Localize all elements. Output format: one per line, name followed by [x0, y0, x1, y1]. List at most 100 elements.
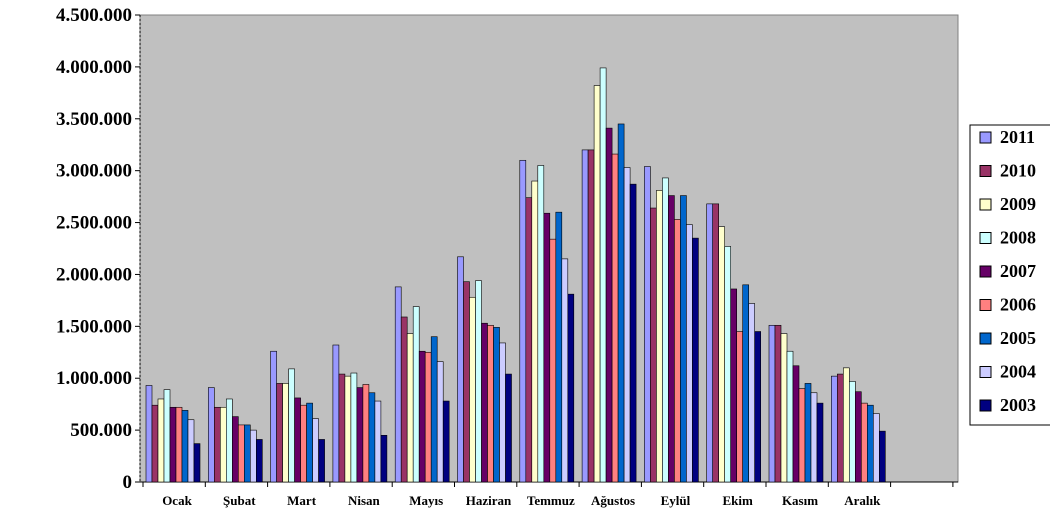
x-tick-label: Aralık	[844, 493, 881, 508]
y-tick-label: 1.500.000	[56, 316, 132, 337]
bar-2009-0	[157, 398, 165, 483]
x-axis: Ocak Şubat Mart Nisan Mayıs Haziran Temmuz Ağus…	[142, 482, 954, 508]
bar-2010-0	[151, 404, 159, 483]
x-tick-label: Temmuz	[527, 493, 575, 508]
y-tick-label: 500.000	[70, 420, 132, 441]
y-tick-label: 3.500.000	[56, 109, 132, 130]
bar-2007-3	[356, 387, 364, 483]
bar-2011-5	[457, 256, 464, 483]
legend-swatch-2008	[979, 232, 992, 244]
x-tick-label: Şubat	[223, 493, 256, 508]
bar-2005-5	[493, 327, 500, 483]
bar-2011-7	[581, 149, 589, 483]
bar-2011-10	[768, 324, 776, 483]
legend-label-2005: 2005	[1000, 328, 1036, 348]
bar-2004-4	[436, 361, 444, 483]
bar-2003-0	[193, 443, 201, 483]
bar-2009-3	[344, 375, 352, 483]
bar-2005-8	[680, 195, 687, 483]
bar-2006-8	[674, 219, 681, 483]
bar-2011-11	[830, 375, 838, 483]
y-tick-label: 1.000.000	[56, 368, 132, 389]
legend-label-2010: 2010	[1000, 161, 1036, 181]
bar-2011-2	[270, 350, 277, 483]
bar-2010-1	[214, 406, 221, 483]
bar-2006-7	[611, 153, 619, 483]
bar-2009-5	[469, 296, 476, 483]
bar-2006-5	[487, 324, 494, 483]
x-tick-label: Eylül	[661, 493, 691, 508]
bar-2009-7	[593, 85, 601, 483]
bar-2011-6	[519, 159, 527, 483]
bar-2008-3	[350, 372, 358, 483]
bar-2008-7	[599, 67, 607, 483]
bar-2010-11	[836, 373, 844, 483]
bar-2003-7	[629, 183, 637, 483]
bar-2006-10	[798, 388, 806, 483]
legend-label-2007: 2007	[1000, 261, 1036, 281]
bar-2005-1	[244, 424, 251, 483]
x-tick-label: Nisan	[348, 493, 381, 508]
bar-2007-6	[543, 212, 551, 483]
bar-2008-6	[537, 165, 545, 483]
bar-2006-6	[549, 238, 557, 483]
bar-2008-2	[288, 368, 295, 483]
bar-2006-11	[860, 402, 868, 483]
bar-2004-11	[872, 413, 880, 483]
bar-2005-6	[555, 211, 563, 483]
bar-2005-2	[306, 402, 313, 483]
bar-2006-1	[238, 424, 245, 483]
bar-2003-6	[567, 293, 575, 483]
bar-2007-4	[418, 350, 426, 483]
bar-2007-1	[232, 416, 239, 483]
bar-2007-2	[294, 397, 301, 483]
bar-2007-8	[668, 195, 675, 483]
x-tick-label: Ocak	[162, 493, 192, 508]
bar-2009-2	[282, 383, 289, 483]
bars	[145, 67, 886, 483]
legend-swatch-2006	[979, 299, 992, 311]
legend-swatch-2005	[979, 332, 992, 345]
x-tick-label: Ağustos	[591, 493, 635, 508]
legend-label-2008: 2008	[1000, 228, 1036, 248]
y-tick-label: 0	[123, 472, 133, 493]
legend-swatch-2004	[979, 366, 992, 378]
legend-swatch-2009	[979, 198, 992, 211]
bar-2011-9	[706, 203, 714, 483]
bar-2006-4	[424, 351, 432, 483]
legend-label-2009: 2009	[1000, 194, 1036, 214]
bar-2010-6	[525, 197, 533, 483]
bar-2005-0	[181, 410, 189, 483]
legend-swatch-2011	[979, 131, 992, 144]
bar-2003-10	[816, 402, 824, 483]
bar-2010-8	[650, 207, 657, 483]
bar-2009-6	[531, 180, 539, 483]
bar-2009-9	[718, 226, 726, 483]
bar-2011-8	[644, 166, 651, 483]
bar-2008-4	[412, 306, 420, 483]
y-tick-label: 4.000.000	[56, 57, 132, 78]
legend-label-2011: 2011	[1000, 127, 1035, 147]
bar-2005-9	[742, 284, 750, 483]
y-axis: 0 500.000 1.000.000 1.500.000 2.000.000 2.500…	[56, 5, 140, 493]
legend-swatch-2010	[979, 165, 992, 177]
bar-2006-0	[175, 406, 183, 483]
bar-2004-6	[561, 258, 569, 483]
bar-2007-11	[854, 391, 862, 483]
bar-2006-2	[300, 404, 307, 483]
bar-2010-9	[712, 203, 720, 483]
bar-2003-4	[442, 400, 450, 483]
bar-2004-5	[499, 342, 506, 483]
bar-2004-1	[250, 429, 257, 483]
bar-2010-4	[400, 316, 408, 483]
bar-2006-3	[362, 384, 370, 483]
bar-2005-3	[368, 392, 376, 483]
legend-label-2004: 2004	[1000, 362, 1036, 382]
legend-label-2006: 2006	[1000, 295, 1036, 315]
bar-2011-3	[332, 344, 340, 483]
bar-2009-4	[406, 333, 414, 483]
bar-2009-11	[842, 367, 850, 483]
bar-2003-1	[255, 439, 263, 483]
bar-2004-10	[810, 392, 818, 483]
bar-2003-11	[878, 430, 886, 483]
